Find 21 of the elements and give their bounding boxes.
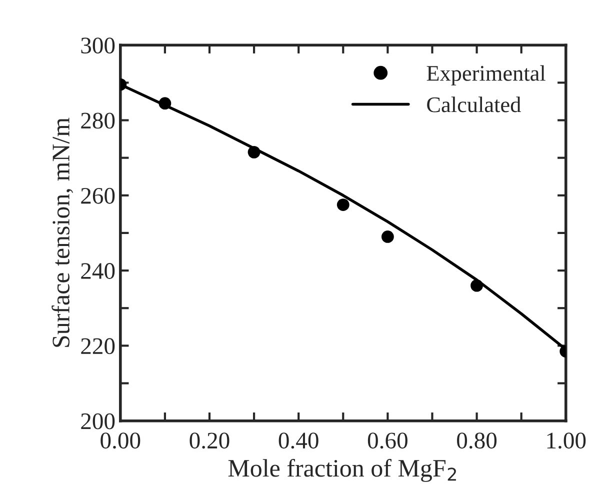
y-tick-label: 280 [81, 112, 115, 129]
x-axis-title: Mole fraction of MgF$_{2}$ [228, 458, 456, 482]
y-tick-label: 200 [81, 413, 115, 430]
x-tick-label: 0.40 [278, 432, 318, 449]
point [381, 230, 394, 243]
y-tick-label: 220 [81, 338, 115, 354]
y-axis-title: Surface tension, mN/m [52, 118, 74, 347]
x-tick-label: 0.60 [368, 432, 408, 449]
x-tick-label: 1.00 [547, 432, 586, 449]
point [336, 198, 350, 211]
legend-label: Experimental [426, 65, 546, 86]
point [158, 97, 172, 110]
point [470, 279, 483, 292]
y-tick-label: 260 [81, 188, 115, 204]
y-tick-label: 240 [81, 263, 115, 279]
point [248, 146, 260, 158]
x-tick-label: 0.80 [457, 432, 497, 449]
x-tick-label: 0.00 [100, 432, 140, 449]
legend-label: Calculated [427, 96, 521, 112]
y-tick-label: 300 [81, 38, 115, 54]
x-tick-label: 0.20 [190, 432, 230, 449]
